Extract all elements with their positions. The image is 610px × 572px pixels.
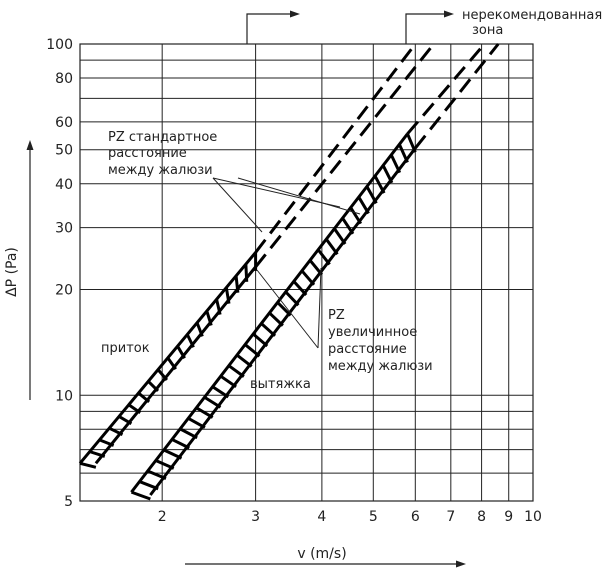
pz-increased-label-line3: расстояние <box>328 342 407 357</box>
series-dashed-line-2 <box>406 43 486 135</box>
exhaust-label: вытяжка <box>250 377 311 392</box>
x-tick-label: 2 <box>158 509 167 525</box>
x-axis-label: v (m/s) <box>297 546 346 562</box>
y-tick-label: 100 <box>46 37 73 53</box>
zone-marker-left <box>246 10 300 44</box>
x-tick-label: 7 <box>446 509 455 525</box>
y-tick-label: 10 <box>55 388 73 404</box>
pz-standard-label-line3: между жалюзи <box>108 163 213 178</box>
y-axis-arrow <box>26 140 34 400</box>
series-lines <box>78 43 500 501</box>
x-axis-arrow <box>185 560 466 568</box>
supply-label: приток <box>101 341 150 356</box>
x-tick-label: 6 <box>411 509 420 525</box>
series-dashed-line-3 <box>414 43 500 150</box>
series-solid-line-2 <box>130 132 409 494</box>
supply-band-hatch <box>79 461 97 469</box>
y-tick-label: 40 <box>55 177 73 193</box>
pz-increased-label-line2: увеличинное <box>328 325 417 340</box>
x-tick-label: 9 <box>504 509 513 525</box>
x-tick-label: 5 <box>369 509 378 525</box>
y-tick-label: 50 <box>55 143 73 159</box>
x-tick-label: 8 <box>477 509 486 525</box>
y-tick-label: 80 <box>55 71 73 87</box>
not-recommended-label-line1: нерекомендованная <box>462 8 602 23</box>
x-tick-label: 4 <box>317 509 326 525</box>
pz-increased-label-line4: между жалюзи <box>328 359 433 374</box>
y-axis-label: ΔP (Pa) <box>4 247 20 297</box>
x-tick-label: 3 <box>251 509 260 525</box>
not-recommended-label-line2: зона <box>472 23 503 38</box>
tick-labels: 5 10 20 30 40 50 60 80 100 2 3 4 5 6 7 8 9 10 <box>46 37 542 525</box>
exhaust-band-hatch <box>130 490 151 501</box>
pz-standard-label-line2: расстояние <box>108 146 187 161</box>
series-solid-line-0 <box>78 251 257 465</box>
grid <box>79 43 534 502</box>
pz-standard-label-line1: PZ стандартное <box>108 130 217 145</box>
series-dashed-line-1 <box>254 43 435 268</box>
series-solid-line-3 <box>149 147 417 496</box>
x-tick-label: 10 <box>524 509 542 525</box>
plot-frame <box>79 43 534 502</box>
series-dashed-line-0 <box>254 43 417 254</box>
zone-marker-right <box>405 10 454 44</box>
y-tick-label: 5 <box>64 494 73 510</box>
pz-increased-label-line1: PZ <box>328 308 345 323</box>
y-tick-label: 20 <box>55 283 73 299</box>
y-tick-label: 60 <box>55 115 73 131</box>
y-tick-label: 30 <box>55 221 73 237</box>
leader-lines <box>212 177 361 349</box>
series-solid-line-1 <box>94 265 257 465</box>
